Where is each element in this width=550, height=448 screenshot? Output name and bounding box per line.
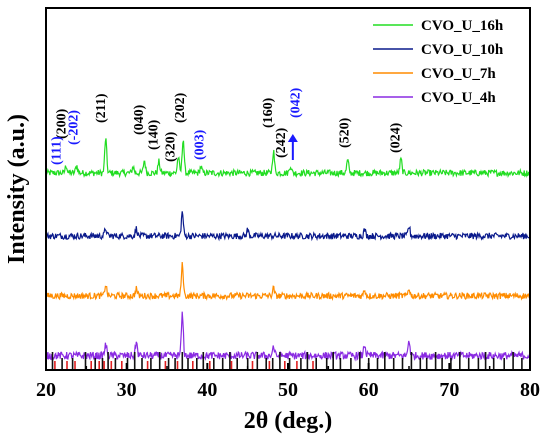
legend-label: CVO_U_7h bbox=[421, 66, 496, 82]
peak-annotation: (111) bbox=[50, 136, 65, 165]
peak-annotation: (202) bbox=[173, 92, 188, 123]
x-tick-label: 40 bbox=[197, 379, 217, 401]
peak-annotation: (160) bbox=[261, 97, 276, 128]
series-line-1 bbox=[45, 211, 531, 242]
x-tick-label: 20 bbox=[36, 379, 56, 401]
series-line-3 bbox=[45, 311, 531, 362]
x-axis-ticks: 20 30 40 50 60 70 80 bbox=[36, 363, 540, 401]
peak-annotation: (520) bbox=[338, 117, 353, 148]
x-tick-label: 80 bbox=[520, 379, 540, 401]
xrd-traces bbox=[45, 138, 531, 362]
legend: CVO_U_16h CVO_U_10h CVO_U_7h CVO_U_4h bbox=[373, 18, 504, 106]
peak-annotations: (200)(111)(-202) (211) (040) (140) (320) (202… bbox=[50, 87, 404, 165]
legend-label: CVO_U_10h bbox=[421, 42, 504, 58]
legend-label: CVO_U_16h bbox=[421, 18, 504, 34]
peak-annotation: (140) bbox=[146, 119, 161, 150]
peak-annotation: (242) bbox=[274, 127, 289, 158]
x-axis-title: 2θ (deg.) bbox=[244, 408, 333, 434]
peak-annotation: (024) bbox=[388, 122, 403, 153]
x-tick-label: 30 bbox=[117, 379, 137, 401]
y-axis-title: Intensity (a.u.) bbox=[4, 114, 30, 264]
peak-annotation: (211) bbox=[94, 93, 109, 123]
peak-annotation: (003) bbox=[192, 129, 207, 160]
series-line-0 bbox=[45, 138, 531, 179]
x-tick-label: 70 bbox=[439, 379, 459, 401]
peak-annotation: (200) bbox=[54, 108, 69, 139]
x-tick-label: 60 bbox=[359, 379, 379, 401]
peak-annotation: (040) bbox=[132, 104, 147, 135]
reference-bars bbox=[51, 352, 523, 370]
arrow-head-icon bbox=[287, 134, 298, 142]
peak-annotation: (042) bbox=[288, 87, 303, 118]
plot-frame bbox=[45, 7, 531, 371]
peak-annotation: (320) bbox=[163, 131, 178, 162]
legend-label: CVO_U_4h bbox=[421, 90, 496, 106]
peak-annotation: (-202) bbox=[67, 110, 82, 145]
x-tick-label: 50 bbox=[278, 379, 298, 401]
series-line-2 bbox=[45, 261, 531, 301]
